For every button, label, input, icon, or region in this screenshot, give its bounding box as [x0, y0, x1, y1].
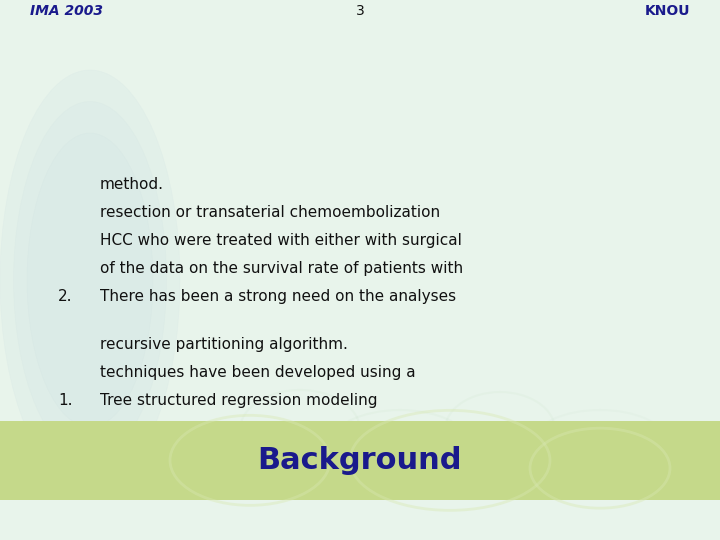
Text: resection or transaterial chemoembolization: resection or transaterial chemoembolizat… — [100, 205, 440, 220]
Text: There has been a strong need on the analyses: There has been a strong need on the anal… — [100, 289, 456, 304]
Bar — [0, 421, 720, 500]
Text: 2.: 2. — [58, 289, 73, 304]
Text: 1.: 1. — [58, 393, 73, 408]
Ellipse shape — [0, 70, 180, 490]
Text: HCC who were treated with either with surgical: HCC who were treated with either with su… — [100, 233, 462, 248]
Text: method.: method. — [100, 177, 164, 192]
Text: KNOU: KNOU — [644, 4, 690, 18]
Text: IMA 2003: IMA 2003 — [30, 4, 103, 18]
Text: 3: 3 — [356, 4, 364, 18]
Text: Tree structured regression modeling: Tree structured regression modeling — [100, 393, 377, 408]
Text: techniques have been developed using a: techniques have been developed using a — [100, 365, 415, 380]
Ellipse shape — [14, 102, 166, 458]
Text: Background: Background — [258, 446, 462, 475]
Text: of the data on the survival rate of patients with: of the data on the survival rate of pati… — [100, 261, 463, 276]
Ellipse shape — [27, 133, 153, 427]
Text: recursive partitioning algorithm.: recursive partitioning algorithm. — [100, 337, 348, 352]
